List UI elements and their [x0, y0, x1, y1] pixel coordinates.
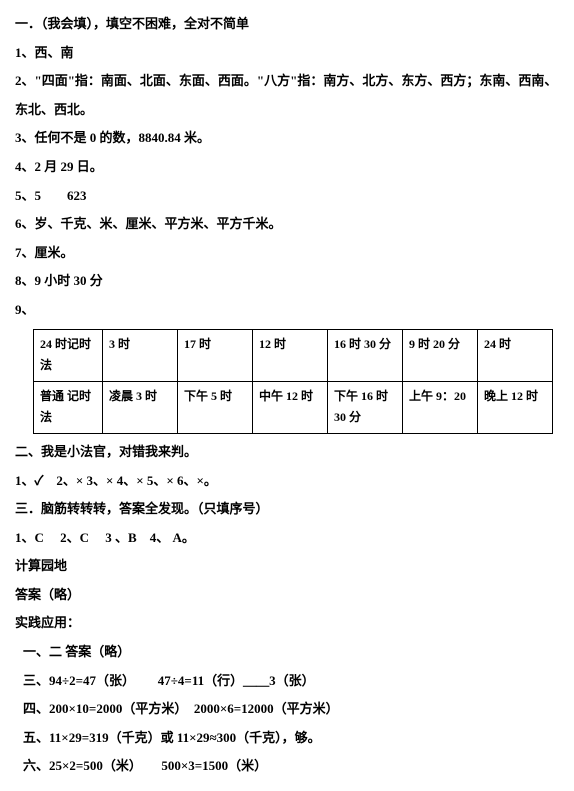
table-r1c2: 17 时: [178, 329, 253, 381]
table-r1c1: 3 时: [103, 329, 178, 381]
section1-q6: 6、岁、千克、米、厘米、平方米、平方千米。: [15, 210, 559, 239]
table-r1h: 24 时记时法: [34, 329, 103, 381]
practice-p12: 一、二 答案（略）: [15, 638, 559, 667]
practice-p3: 三、94÷2=47（张） 47÷4=11（行）＿＿3（张）: [15, 667, 559, 696]
table-r2c4: 下午 16 时 30 分: [328, 381, 403, 433]
calc-ans: 答案（略）: [15, 581, 559, 610]
section1-q9: 9、: [15, 296, 559, 325]
section1-q3: 3、任何不是 0 的数，8840.84 米。: [15, 124, 559, 153]
section1-q2: 2、"四面"指：南面、北面、东面、西面。"八方"指：南方、北方、东方、西方；东南…: [15, 67, 559, 124]
table-r2c5: 上午 9：20: [403, 381, 478, 433]
practice-title: 实践应用：: [15, 609, 559, 638]
practice-p6: 六、25×2=500（米） 500×3=1500（米）: [15, 752, 559, 781]
table-r2c6: 晚上 12 时: [478, 381, 553, 433]
table-r2c3: 中午 12 时: [253, 381, 328, 433]
table-r1c5: 9 时 20 分: [403, 329, 478, 381]
table-r1c4: 16 时 30 分: [328, 329, 403, 381]
practice-p4: 四、200×10=2000（平方米） 2000×6=12000（平方米）: [15, 695, 559, 724]
section1-q1: 1、西、南: [15, 39, 559, 68]
section3-title: 三．脑筋转转转，答案全发现。（只填序号）: [15, 495, 559, 524]
section2-title: 二、我是小法官，对错我来判。: [15, 438, 559, 467]
table-r2c2: 下午 5 时: [178, 381, 253, 433]
calc-title: 计算园地: [15, 552, 559, 581]
table-r2h: 普通 记时法: [34, 381, 103, 433]
section3-a1: 1、C 2、C 3 、B 4、 A。: [15, 524, 559, 553]
practice-p5: 五、11×29=319（千克）或 11×29≈300（千克），够。: [15, 724, 559, 753]
section2-a1: 1、✓ 2、× 3、× 4、× 5、× 6、×。: [15, 467, 559, 496]
time-table: 24 时记时法 3 时 17 时 12 时 16 时 30 分 9 时 20 分…: [33, 329, 553, 434]
table-r1c3: 12 时: [253, 329, 328, 381]
section1-q8: 8、9 小时 30 分: [15, 267, 559, 296]
section1-q4: 4、2 月 29 日。: [15, 153, 559, 182]
table-r2c1: 凌晨 3 时: [103, 381, 178, 433]
section1-q7: 7、厘米。: [15, 239, 559, 268]
table-r1c6: 24 时: [478, 329, 553, 381]
section1-q5: 5、5 623: [15, 182, 559, 211]
section1-title: 一．（我会填），填空不困难，全对不简单: [15, 10, 559, 39]
